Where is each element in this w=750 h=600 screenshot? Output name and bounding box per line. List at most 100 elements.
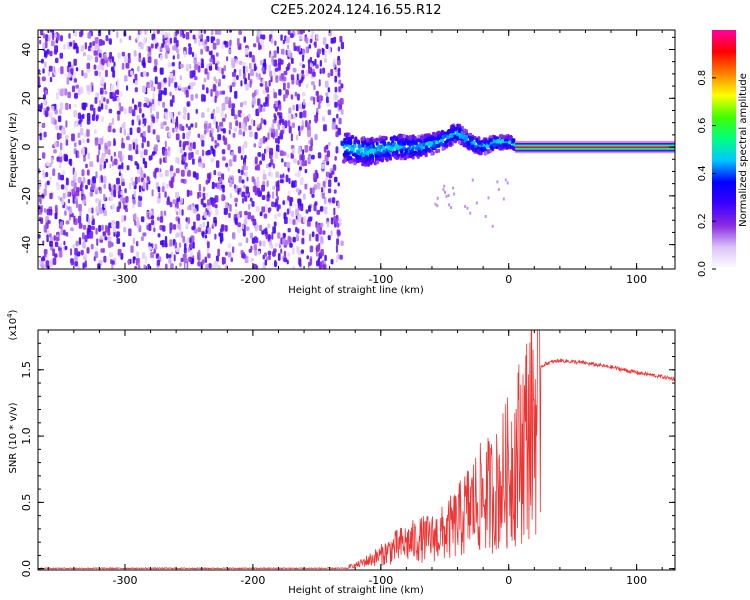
heatmap-cell (232, 246, 235, 253)
heatmap-band (515, 140, 675, 143)
heatmap-cell (280, 73, 285, 80)
heatmap-cell (52, 257, 57, 265)
heatmap-cell (289, 197, 294, 203)
heatmap-cell (327, 87, 331, 93)
heatmap-cell (43, 131, 47, 138)
heatmap-cell (240, 155, 243, 160)
heatmap-cell (128, 35, 132, 41)
heatmap-cell (358, 155, 362, 160)
heatmap-cell (40, 58, 44, 64)
heatmap-cell (170, 172, 174, 177)
heatmap-cell (278, 69, 281, 78)
heatmap-cell (262, 240, 266, 247)
heatmap-cell (123, 215, 127, 221)
heatmap-cell (82, 224, 87, 230)
heatmap-cell (251, 200, 255, 207)
heatmap-cell (466, 145, 470, 150)
heatmap-cell (253, 43, 257, 48)
heatmap-cell (104, 142, 107, 150)
heatmap-cell (238, 175, 242, 183)
heatmap-cell (124, 188, 127, 194)
heatmap-cell (187, 85, 191, 90)
heatmap-cell (245, 226, 250, 231)
heatmap-cell (65, 220, 70, 225)
heatmap-cell (454, 126, 458, 131)
heatmap-cell (82, 138, 85, 144)
heatmap-cell (86, 62, 91, 70)
heatmap-cell (81, 249, 84, 256)
heatmap-cell (266, 146, 270, 153)
heatmap-cell (108, 38, 112, 44)
heatmap-cell (361, 162, 365, 167)
heatmap-cell (223, 137, 228, 145)
heatmap-cell (123, 107, 127, 115)
heatmap-cell (175, 48, 180, 54)
spectrogram-ylabel: Frequency (Hz) (8, 112, 19, 188)
heatmap-cell (423, 133, 427, 138)
heatmap-cell (200, 62, 205, 69)
heatmap-cell (265, 233, 268, 240)
colorbar-tick-label: 0.2 (697, 213, 708, 229)
heatmap-cell (121, 62, 125, 70)
heatmap-cell (94, 56, 99, 63)
heatmap-cell (46, 106, 50, 112)
heatmap-cell (179, 140, 182, 148)
heatmap-cell (240, 102, 243, 108)
heatmap-cell (267, 207, 271, 214)
heatmap-cell (480, 146, 484, 151)
heatmap-cell (57, 172, 61, 180)
heatmap-cell (113, 184, 116, 191)
heatmap-cell (121, 154, 125, 160)
heatmap-cell (224, 225, 228, 232)
heatmap-cell (315, 64, 319, 69)
heatmap-cell (245, 186, 249, 194)
heatmap-cell (488, 138, 492, 143)
heatmap-cell (283, 70, 288, 76)
heatmap-cell (216, 125, 220, 133)
heatmap-cell (300, 177, 304, 182)
heatmap-cell (277, 253, 281, 261)
heatmap-cell (185, 89, 189, 98)
heatmap-cell (65, 190, 69, 199)
heatmap-cell (242, 131, 245, 137)
heatmap-cell (165, 154, 168, 162)
heatmap-cell (304, 183, 308, 190)
heatmap-cell (272, 163, 275, 169)
heatmap-cell (190, 204, 194, 211)
heatmap-cell (343, 139, 347, 144)
heatmap-cell (411, 147, 415, 152)
heatmap-cell (60, 174, 64, 181)
heatmap-cell (132, 198, 136, 204)
heatmap-cell (288, 237, 292, 244)
heatmap-cell (101, 95, 104, 103)
heatmap-cell (187, 247, 190, 253)
heatmap-cell (269, 70, 273, 77)
heatmap-cell (432, 139, 436, 144)
heatmap-cell (103, 82, 106, 90)
heatmap-cell (70, 248, 73, 256)
heatmap-cell (221, 117, 226, 122)
heatmap-cell (55, 125, 59, 130)
heatmap-cell (257, 250, 261, 256)
heatmap-cell (336, 222, 340, 228)
heatmap-cell (319, 60, 322, 67)
heatmap-cell (67, 61, 72, 68)
heatmap-cell (182, 236, 186, 243)
heatmap-cell (192, 34, 196, 40)
heatmap-cell (164, 140, 167, 148)
heatmap-cell (129, 127, 133, 136)
heatmap-cell (197, 133, 201, 138)
heatmap-cell (177, 111, 181, 116)
heatmap-cell (296, 46, 300, 52)
heatmap-cell (187, 217, 191, 224)
heatmap-cell (231, 103, 236, 109)
x-tick-label: -200 (240, 574, 265, 587)
heatmap-band (515, 147, 675, 150)
heatmap-cell (159, 54, 163, 61)
heatmap-cell (214, 233, 217, 240)
heatmap-cell (68, 103, 71, 110)
heatmap-cell (209, 58, 214, 63)
heatmap-cell (298, 206, 302, 211)
heatmap-cell (302, 92, 306, 97)
heatmap-cell (469, 137, 473, 142)
